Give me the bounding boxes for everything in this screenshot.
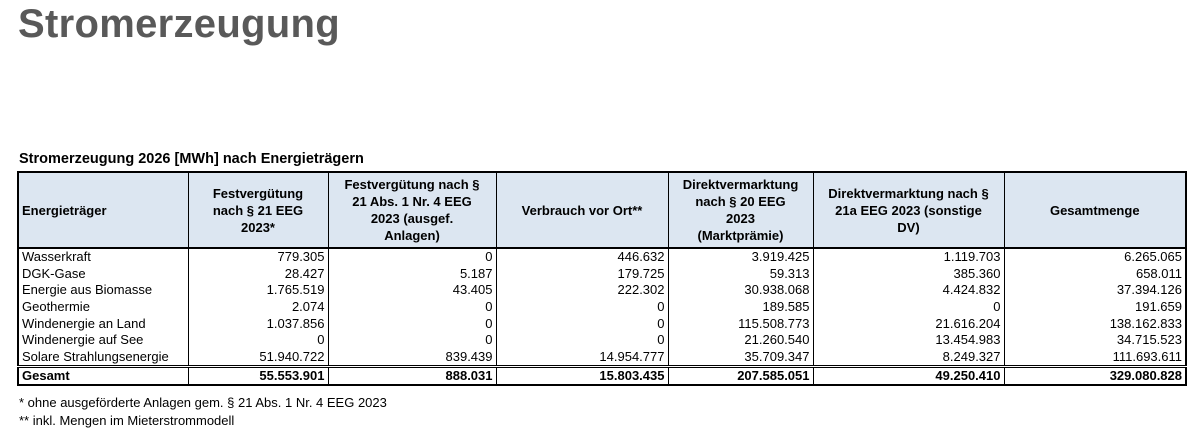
cell: 1.765.519 (187, 282, 329, 299)
table-caption: Stromerzeugung 2026 [MWh] nach Energietr… (19, 151, 364, 167)
cell: 21.616.204 (812, 315, 1005, 332)
cell: 658.011 (1003, 265, 1187, 283)
cell: 6.265.065 (1003, 248, 1187, 266)
cell: 115.508.773 (667, 315, 814, 332)
cell: 0 (495, 331, 669, 349)
row-label: Windenergie auf See (17, 331, 189, 349)
cell: 2.074 (187, 298, 329, 316)
data-table: Energieträger Festvergütung nach § 21 EEG… (17, 171, 1187, 387)
cell: 51.940.722 (187, 348, 329, 367)
table-row: Windenergie an Land 1.037.856 0 0 115.508.77… (17, 315, 1187, 332)
cell: 8.249.327 (812, 348, 1005, 367)
table-row: Energie aus Biomasse 1.765.519 43.405 222.3… (17, 282, 1187, 299)
footnote: ** inkl. Mengen im Mieterstrommodell (19, 413, 235, 428)
cell: 49.250.410 (812, 365, 1005, 386)
row-label: Gesamt (17, 365, 189, 386)
cell: 13.454.983 (812, 331, 1005, 349)
column-header: Gesamtmenge (1003, 171, 1187, 249)
column-header: Festvergütung nach § 21 Abs. 1 Nr. 4 EEG… (327, 171, 497, 249)
cell: 1.119.703 (812, 248, 1005, 266)
cell: 191.659 (1003, 298, 1187, 316)
cell: 21.260.540 (667, 331, 814, 349)
cell: 35.709.347 (667, 348, 814, 367)
footnote: * ohne ausgeförderte Anlagen gem. § 21 A… (19, 395, 387, 410)
column-header: Direktvermarktung nach § 20 EEG 2023 (Ma… (667, 171, 814, 249)
cell: 446.632 (495, 248, 669, 266)
page-title: Stromerzeugung (18, 2, 340, 46)
table-row: Geothermie 2.074 0 0 189.585 0 191.659 (17, 298, 1187, 316)
table-row: Windenergie auf See 0 0 0 21.260.540 13.454.9… (17, 331, 1187, 349)
table-row: Solare Strahlungsenergie 51.940.722 839.43… (17, 348, 1187, 367)
row-label: Wasserkraft (17, 248, 189, 266)
cell: 0 (495, 298, 669, 316)
cell: 43.405 (327, 282, 497, 299)
cell: 888.031 (327, 365, 497, 386)
cell: 15.803.435 (495, 365, 669, 386)
cell: 3.919.425 (667, 248, 814, 266)
cell: 0 (187, 331, 329, 349)
cell: 329.080.828 (1003, 365, 1187, 386)
cell: 34.715.523 (1003, 331, 1187, 349)
cell: 111.693.611 (1003, 348, 1187, 367)
cell: 138.162.833 (1003, 315, 1187, 332)
cell: 179.725 (495, 265, 669, 283)
cell: 779.305 (187, 248, 329, 266)
cell: 37.394.126 (1003, 282, 1187, 299)
cell: 14.954.777 (495, 348, 669, 367)
cell: 0 (495, 315, 669, 332)
cell: 207.585.051 (667, 365, 814, 386)
cell: 5.187 (327, 265, 497, 283)
cell: 0 (327, 248, 497, 266)
cell: 55.553.901 (187, 365, 329, 386)
header-row: Energieträger Festvergütung nach § 21 EEG… (17, 171, 1187, 249)
row-label: Windenergie an Land (17, 315, 189, 332)
column-header: Verbrauch vor Ort** (495, 171, 669, 249)
column-header: Direktvermarktung nach § 21a EEG 2023 (s… (812, 171, 1005, 249)
cell: 385.360 (812, 265, 1005, 283)
table-row: Wasserkraft 779.305 0 446.632 3.919.425 1.119… (17, 248, 1187, 266)
cell: 1.037.856 (187, 315, 329, 332)
cell: 0 (327, 298, 497, 316)
cell: 222.302 (495, 282, 669, 299)
row-label: Geothermie (17, 298, 189, 316)
table-row: DGK-Gase 28.427 5.187 179.725 59.313 385.360 6… (17, 265, 1187, 283)
cell: 0 (327, 315, 497, 332)
cell: 28.427 (187, 265, 329, 283)
row-label: Energie aus Biomasse (17, 282, 189, 299)
cell: 0 (327, 331, 497, 349)
total-row: Gesamt 55.553.901 888.031 15.803.435 207.585… (17, 365, 1187, 386)
cell: 189.585 (667, 298, 814, 316)
cell: 30.938.068 (667, 282, 814, 299)
column-header: Festvergütung nach § 21 EEG 2023* (187, 171, 329, 249)
table-body: Wasserkraft 779.305 0 446.632 3.919.425 1.119… (17, 248, 1187, 386)
cell: 839.439 (327, 348, 497, 367)
row-label: DGK-Gase (17, 265, 189, 283)
column-header: Energieträger (17, 171, 189, 249)
cell: 0 (812, 298, 1005, 316)
cell: 59.313 (667, 265, 814, 283)
row-label: Solare Strahlungsenergie (17, 348, 189, 367)
cell: 4.424.832 (812, 282, 1005, 299)
